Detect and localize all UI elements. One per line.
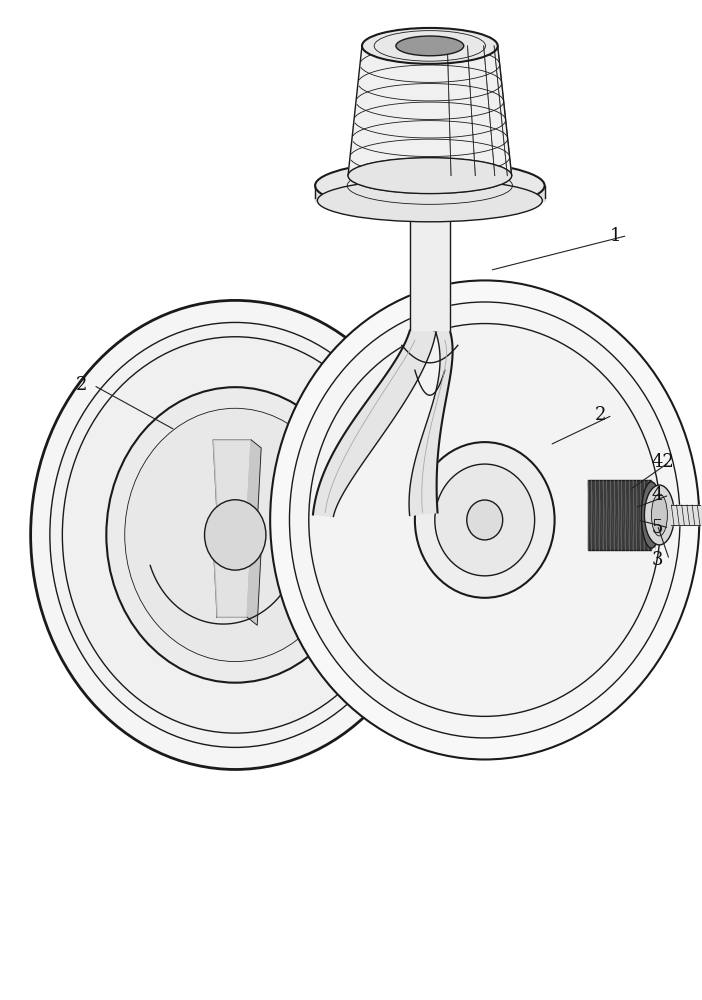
Ellipse shape [467, 500, 503, 540]
Ellipse shape [435, 464, 535, 576]
Ellipse shape [644, 485, 675, 545]
Polygon shape [348, 46, 512, 176]
Ellipse shape [289, 302, 680, 738]
Ellipse shape [362, 28, 498, 64]
Ellipse shape [204, 500, 266, 570]
Ellipse shape [645, 496, 657, 534]
Ellipse shape [613, 484, 623, 546]
Text: 5: 5 [651, 519, 663, 537]
Text: 2: 2 [595, 406, 606, 424]
Ellipse shape [415, 442, 555, 598]
Ellipse shape [106, 387, 364, 683]
Text: 3: 3 [651, 551, 663, 569]
Text: 42: 42 [651, 453, 674, 471]
Text: 2: 2 [76, 376, 87, 394]
Ellipse shape [125, 408, 345, 662]
Ellipse shape [317, 179, 543, 222]
Polygon shape [247, 440, 261, 524]
Ellipse shape [270, 280, 699, 759]
Ellipse shape [348, 158, 512, 194]
Bar [588, 480, 651, 550]
Polygon shape [247, 541, 261, 625]
Ellipse shape [62, 337, 408, 733]
Ellipse shape [651, 494, 668, 536]
Ellipse shape [315, 161, 545, 211]
Ellipse shape [642, 482, 661, 548]
Ellipse shape [50, 322, 420, 747]
Ellipse shape [31, 300, 440, 769]
Text: 1: 1 [609, 227, 621, 245]
Polygon shape [409, 330, 453, 515]
Polygon shape [313, 330, 436, 516]
Polygon shape [213, 440, 251, 516]
Text: 4: 4 [651, 486, 663, 504]
Ellipse shape [309, 324, 661, 716]
Polygon shape [213, 541, 251, 617]
Ellipse shape [396, 36, 464, 56]
